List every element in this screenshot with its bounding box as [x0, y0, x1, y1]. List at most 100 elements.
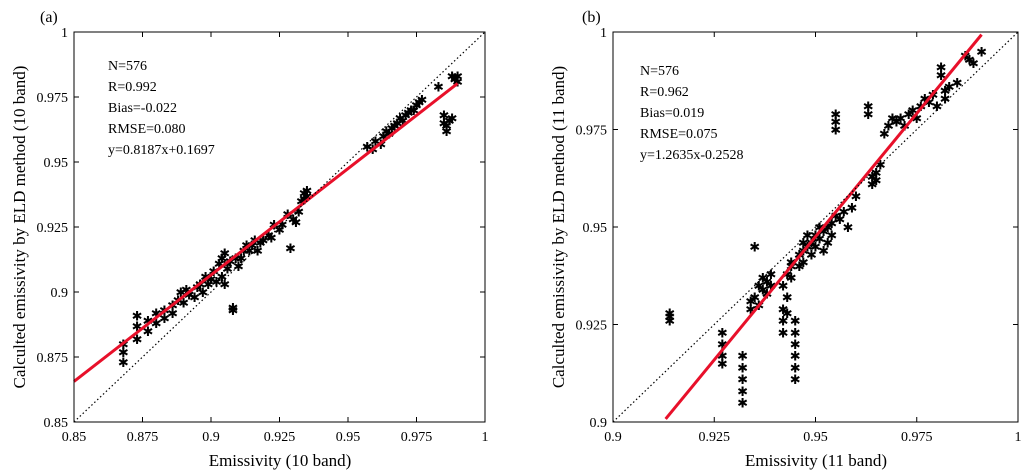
panel-b-data-point: ✱	[782, 267, 793, 282]
panel-b-data-point: ✱	[790, 360, 801, 375]
y-tick-label: 1	[600, 26, 607, 41]
y-tick-label: 0.9	[51, 286, 69, 301]
panel-b-data-point: ✱	[717, 357, 728, 372]
panel-b-data-point: ✱	[871, 165, 882, 180]
panel-a-data-point: ✱	[206, 272, 217, 287]
panel-a-data-point: ✱	[263, 228, 274, 243]
x-tick-label: 0.975	[401, 430, 433, 445]
panel-a-data-point: ✱	[438, 116, 449, 131]
panel-a-data-point: ✱	[203, 277, 214, 292]
panel-a-stat-bias: Bias=-0.022	[108, 101, 177, 116]
panel-b-data-point: ✱	[757, 282, 768, 297]
panel-b-data-point: ✱	[790, 337, 801, 352]
panel-b-data-point: ✱	[863, 99, 874, 114]
panel-a-data-point: ✱	[252, 243, 263, 258]
panel-a-data-point: ✱	[392, 116, 403, 131]
panel-b-data-point: ✱	[826, 228, 837, 243]
panel-a-data-point: ✱	[214, 256, 225, 271]
panel-a-data-point: ✱	[452, 74, 463, 89]
panel-b-fit-line	[664, 33, 983, 420]
panel-a-fit-line	[73, 82, 459, 383]
panel-b-data-point: ✱	[765, 267, 776, 282]
panel-a-data-point: ✱	[211, 275, 222, 290]
panel-a-marks: ✱✱✱✱✱✱✱✱✱✱✱✱✱✱✱✱✱✱✱✱✱✱✱✱✱✱✱✱✱✱✱✱✱✱✱✱✱✱✱✱…	[73, 31, 486, 423]
panel-a-data-point: ✱	[299, 186, 310, 201]
panel-b-y-axis-label: Calculted emissivity by ELD method (11 b…	[549, 66, 568, 388]
panel-b-data-point: ✱	[664, 310, 675, 325]
panel-b-data-point: ✱	[830, 208, 841, 223]
panel-b-data-point: ✱	[871, 173, 882, 188]
panel-a-data-point: ✱	[296, 194, 307, 209]
panel-b-data-point: ✱	[753, 279, 764, 294]
x-tick-label: 0.85	[62, 430, 87, 445]
panel-a-data-point: ✱	[386, 121, 397, 136]
y-tick-label: 0.85	[44, 416, 69, 431]
y-tick-label: 0.95	[44, 156, 69, 171]
panel-a-data-point: ✱	[132, 319, 143, 334]
panel-a-stat-n: N=576	[108, 59, 147, 74]
panel-b-data-point: ✱	[717, 325, 728, 340]
x-tick-label: 0.95	[336, 430, 361, 445]
panel-a-data-point: ✱	[414, 95, 425, 110]
panel-a-data-point: ✱	[411, 98, 422, 113]
panel-a-data-point: ✱	[288, 212, 299, 227]
panel-a-data-point: ✱	[132, 332, 143, 347]
panel-b-data-point: ✱	[778, 325, 789, 340]
panel-b-x-ticks: 0.9 0.925 0.95 0.975 1	[604, 32, 1022, 445]
panel-a-data-point: ✱	[285, 241, 296, 256]
panel-a-data-point: ✱	[143, 314, 154, 329]
panel-a-data-point: ✱	[400, 108, 411, 123]
panel-b-data-point: ✱	[887, 111, 898, 126]
panel-a-data-point: ✱	[189, 290, 200, 305]
panel-b-data-point: ✱	[761, 275, 772, 290]
panel-b-data-point: ✱	[903, 107, 914, 122]
panel-a-data-point: ✱	[132, 308, 143, 323]
panel-b-data-point: ✱	[940, 84, 951, 99]
panel-a-data-point: ✱	[236, 251, 247, 266]
panel-b-data-point: ✱	[737, 372, 748, 387]
panel-a-data-point: ✱	[151, 316, 162, 331]
panel-b-data-point: ✱	[790, 349, 801, 364]
panel-a-data-point: ✱	[230, 251, 241, 266]
panel-b-data-point: ✱	[883, 119, 894, 134]
panel-b-data-point: ✱	[875, 158, 886, 173]
panel-a-data-point: ✱	[447, 111, 458, 126]
panel-a-data-point: ✱	[403, 106, 414, 121]
panel-b-data-point: ✱	[798, 255, 809, 270]
panel-a-data-point: ✱	[118, 345, 129, 360]
panel-b-data-point: ✱	[932, 99, 943, 114]
panel-a-data-point: ✱	[449, 72, 460, 87]
panel-b-data-point: ✱	[863, 107, 874, 122]
panel-b-data-point: ✱	[814, 232, 825, 247]
panel-b-data-point: ✱	[737, 360, 748, 375]
panel-label-b: (b)	[582, 9, 601, 26]
panel-b-stat-equation: y=1.2635x-0.2528	[640, 148, 744, 163]
panel-b-data-point: ✱	[802, 228, 813, 243]
panel-b-data-point: ✱	[879, 126, 890, 141]
panel-b-x-axis-label: Emissivity (11 band)	[745, 451, 887, 470]
panel-a-data-point: ✱	[293, 204, 304, 219]
panel-b-data-point: ✱	[810, 240, 821, 255]
panel-a-data-point: ✱	[219, 277, 230, 292]
y-tick-label: 0.9	[590, 416, 608, 431]
panel-a-data-point: ✱	[227, 301, 238, 316]
panel-b-data-point: ✱	[822, 220, 833, 235]
panel-b-data-point: ✱	[737, 349, 748, 364]
panel-a-data-point: ✱	[299, 191, 310, 206]
panel-a-data-point: ✱	[433, 80, 444, 95]
panel-a-data-point: ✱	[175, 285, 186, 300]
panel-a-data-point: ✱	[233, 259, 244, 274]
panel-a-data-point: ✱	[197, 285, 208, 300]
x-tick-label: 0.875	[127, 430, 159, 445]
panel-a-data-point: ✱	[200, 269, 211, 284]
panel-b-data-point: ✱	[940, 91, 951, 106]
panel-b-data-point: ✱	[664, 306, 675, 321]
panel-b-data-point: ✱	[786, 271, 797, 286]
panel-b-data-point: ✱	[757, 271, 768, 286]
panel-a-data-point: ✱	[247, 238, 258, 253]
panel-a-data-point: ✱	[277, 217, 288, 232]
panel-a-data-point: ✱	[178, 295, 189, 310]
panel-b-data-point: ✱	[838, 204, 849, 219]
panel-a-data-point: ✱	[301, 184, 312, 199]
panel-a-data-point: ✱	[444, 113, 455, 128]
